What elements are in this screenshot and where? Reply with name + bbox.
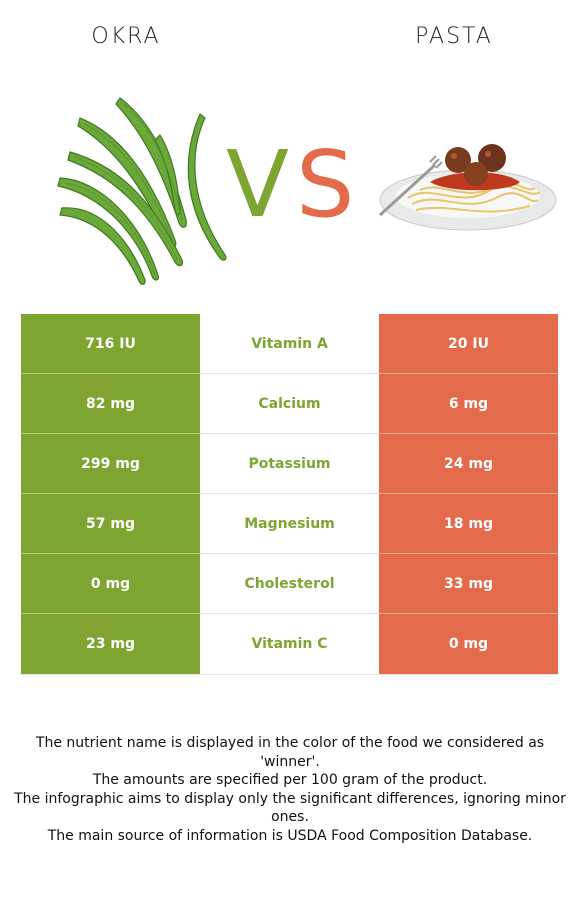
okra-value: 57 mg xyxy=(21,494,200,554)
left-food-title: OKRA xyxy=(91,24,161,49)
pasta-value: 6 mg xyxy=(379,374,558,434)
pasta-image xyxy=(378,144,557,231)
nutrient-name: Vitamin A xyxy=(200,314,379,374)
table-row: 299 mg Potassium 24 mg xyxy=(21,434,558,494)
footnote-line: The amounts are specified per 100 gram o… xyxy=(92,772,488,788)
table-row: 82 mg Calcium 6 mg xyxy=(21,374,558,434)
pasta-value: 24 mg xyxy=(379,434,558,494)
pasta-value: 18 mg xyxy=(379,494,558,554)
nutrient-name: Calcium xyxy=(200,374,379,434)
pasta-value: 33 mg xyxy=(379,554,558,614)
vs-letter-v: V xyxy=(226,131,289,238)
table-row: 0 mg Cholesterol 33 mg xyxy=(21,554,558,614)
okra-value: 299 mg xyxy=(21,434,200,494)
vs-letter-s: S xyxy=(296,131,355,238)
okra-image xyxy=(57,97,227,285)
table-row: 716 IU Vitamin A 20 IU xyxy=(21,314,558,374)
nutrient-name: Potassium xyxy=(200,434,379,494)
footnote-line: The main source of information is USDA F… xyxy=(47,827,533,844)
okra-value: 716 IU xyxy=(21,314,200,374)
okra-value: 82 mg xyxy=(21,374,200,434)
right-food-title: PASTA xyxy=(415,24,493,49)
okra-value: 0 mg xyxy=(21,554,200,614)
okra-value: 23 mg xyxy=(21,614,200,674)
footnote-line: The infographic aims to display only the… xyxy=(14,790,566,826)
nutrient-name: Cholesterol xyxy=(200,554,379,614)
footnote-line: The nutrient name is displayed in the co… xyxy=(35,735,545,770)
nutrient-name: Magnesium xyxy=(200,494,379,554)
comparison-table: 716 IU Vitamin A 20 IU 82 mg Calcium 6 mg 299 … xyxy=(21,314,558,675)
footnotes: The nutrient name is displayed in the co… xyxy=(10,734,570,845)
nutrient-name: Vitamin C xyxy=(200,614,379,674)
table-row: 57 mg Magnesium 18 mg xyxy=(21,494,558,554)
pasta-value: 20 IU xyxy=(379,314,558,374)
pasta-value: 0 mg xyxy=(379,614,558,674)
